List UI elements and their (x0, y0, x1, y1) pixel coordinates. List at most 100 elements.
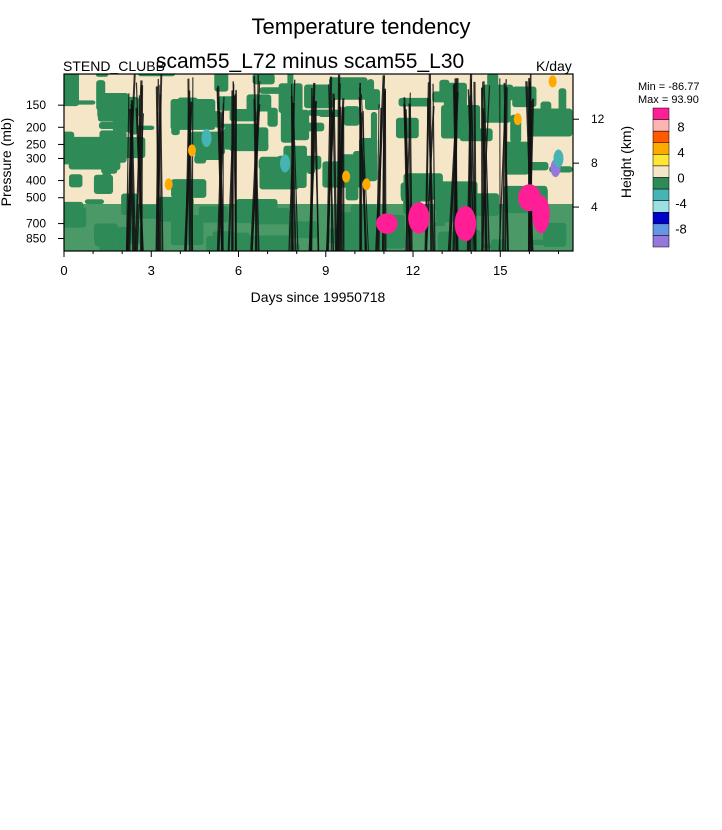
field-patch (101, 155, 118, 174)
max-value: Max = 93.90 (638, 94, 699, 106)
y-tick-label: 200 (26, 120, 46, 134)
contour-line (483, 81, 490, 251)
colorbar-swatch (652, 119, 670, 132)
contour-line (159, 94, 164, 251)
colorbar-swatch (652, 235, 670, 248)
colorbar-label: 0 (677, 171, 684, 186)
contour-line (125, 74, 136, 251)
positive-feature (376, 213, 398, 234)
field-patch (97, 105, 136, 122)
field-patch (403, 173, 443, 200)
negative-feature (280, 154, 291, 173)
field-patch (370, 111, 378, 146)
field-patch (343, 106, 360, 126)
field-patch (395, 117, 419, 139)
colorbar-label: -8 (675, 221, 687, 236)
field-patch (93, 174, 114, 195)
field-patch (267, 107, 278, 127)
contour-line (360, 94, 369, 251)
contour-line (332, 93, 338, 251)
contour-line (134, 80, 143, 251)
field-patch (84, 199, 105, 205)
positive-feature (342, 170, 351, 183)
colorbar: 8 4 0 -4 -8 (652, 107, 687, 248)
colorbar-swatch (652, 223, 670, 236)
contour-line (338, 106, 343, 251)
colorbar-swatch (652, 165, 670, 178)
contour-line (253, 75, 260, 251)
contour-line (313, 110, 320, 251)
contour-line (528, 98, 535, 251)
contour-line (129, 108, 135, 251)
contour-line (184, 101, 193, 251)
y-tick-label: 400 (26, 174, 46, 188)
contour-line (359, 87, 367, 251)
contour-line (310, 88, 313, 251)
y2-axis-label: Height (km) (618, 126, 634, 198)
x-tick-label: 6 (235, 263, 242, 278)
y-axis-label: Pressure (mb) (0, 118, 14, 207)
contour-line (135, 107, 144, 251)
colorbar-label: -4 (675, 196, 687, 211)
colorbar-swatch (652, 142, 670, 155)
y-tick-label: 300 (26, 151, 46, 165)
contour-line (504, 87, 508, 251)
units-label: K/day (536, 58, 572, 74)
y2-axis: 12 8 4 (573, 112, 605, 214)
y-tick-label: 500 (26, 191, 46, 205)
colorbar-swatch (652, 130, 670, 144)
field-patch (64, 74, 79, 107)
contour-line (188, 90, 194, 251)
contour-line (125, 93, 130, 251)
colorbar-swatch (652, 188, 670, 201)
positive-feature (532, 195, 550, 234)
contour-field (64, 74, 573, 251)
colorbar-swatch (652, 212, 670, 225)
x-tick-label: 15 (493, 263, 507, 278)
chart-subtitle: scam55_L72 minus scam55_L30 (156, 50, 465, 73)
positive-feature (454, 205, 477, 242)
positive-feature (513, 113, 522, 126)
field-patch (69, 174, 83, 188)
colorbar-label: 8 (677, 120, 684, 135)
field-patch (194, 154, 207, 164)
field-patch (214, 74, 229, 92)
x-axis-label: Days since 19950718 (251, 289, 386, 305)
colorbar-swatch (652, 177, 670, 190)
contour-line (336, 74, 341, 251)
field-patch (517, 162, 549, 171)
y2-tick-label: 12 (591, 112, 605, 126)
contour-line (482, 111, 488, 251)
contour-line (498, 79, 507, 251)
y-tick-label: 700 (26, 217, 46, 231)
field-patch (558, 88, 567, 116)
field-patch (252, 74, 275, 85)
colorbar-label: 4 (677, 145, 684, 160)
contour-line (156, 111, 160, 251)
field-patch (364, 89, 381, 111)
field-patch (137, 74, 176, 77)
field-patch (95, 74, 109, 77)
contour-line (155, 78, 159, 251)
colorbar-swatch (652, 154, 670, 167)
y-tick-label: 150 (26, 98, 46, 112)
contour-line (217, 85, 224, 251)
y2-tick-label: 8 (591, 156, 598, 170)
field-patch (68, 155, 104, 170)
field-patch (223, 127, 269, 150)
field-patch (482, 84, 514, 101)
contour-line (293, 113, 299, 251)
plot-frame (63, 73, 574, 252)
x-axis: 0 3 6 9 12 15 (60, 251, 559, 278)
positive-feature (187, 144, 196, 157)
contour-line (158, 84, 162, 251)
x-tick-label: 12 (406, 263, 420, 278)
contour-line (311, 95, 315, 251)
y2-tick-label: 4 (591, 200, 598, 214)
field-patch (403, 99, 424, 107)
contour-line (290, 102, 295, 251)
chart-title: Temperature tendency (251, 14, 471, 39)
variable-label: STEND_CLUBB (63, 58, 165, 74)
